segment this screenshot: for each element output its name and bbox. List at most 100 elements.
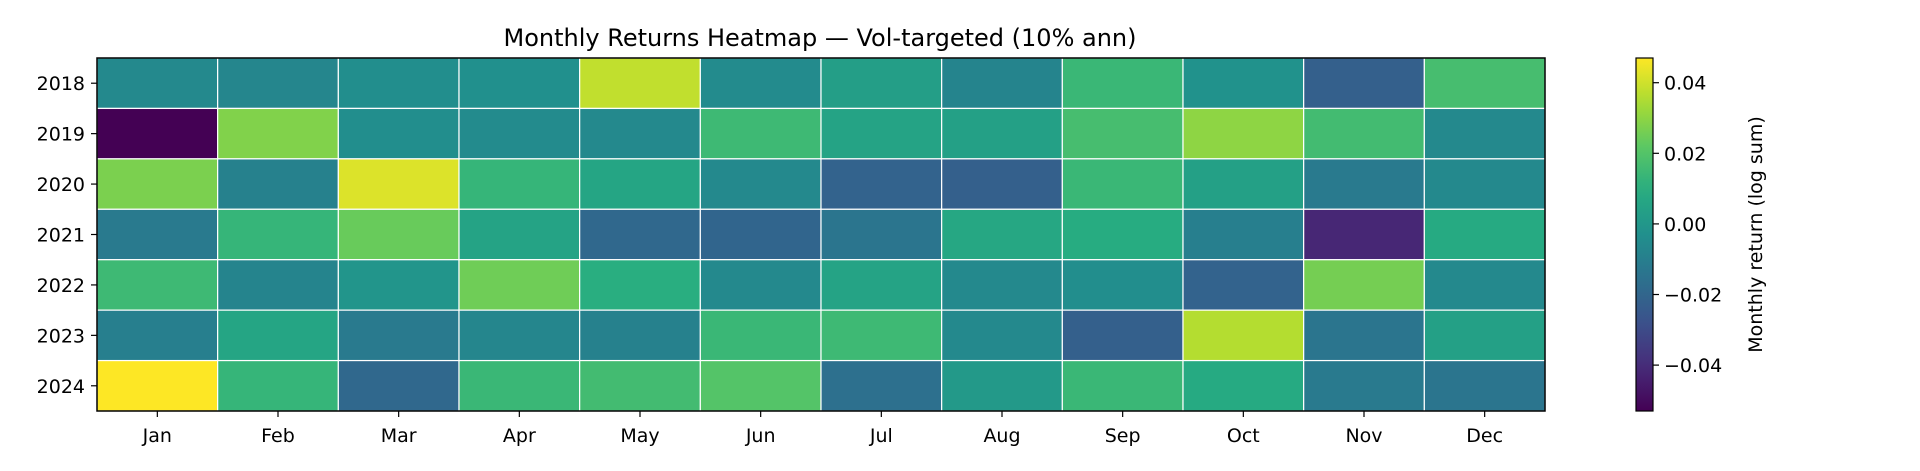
heatmap-cell-2023-oct [1182,309,1305,362]
heatmap-cell-2020-jul [820,158,943,210]
heatmap-cell-2021-may [579,208,701,261]
heatmap-cell-2020-feb [217,158,339,210]
heatmap-cell-2018-jul [820,57,943,110]
heatmap-cell-2021-nov [1303,208,1425,261]
heatmap-cell-2023-nov [1303,309,1425,362]
colorbar-gradient [1635,57,1654,412]
colorbar-tick-label-0: −0.04 [1664,355,1722,377]
y-tick-label-2022: 2022 [37,275,85,297]
heatmap-cell-2024-jan [96,359,219,412]
heatmap-cell-2018-may [579,57,701,110]
heatmap-cell-2020-dec [1423,158,1546,210]
x-tick-label-apr: Apr [503,425,536,447]
x-tick-label-aug: Aug [983,425,1020,447]
heatmap-cell-2022-jul [820,259,943,311]
heatmap-cell-2024-mar [337,359,460,412]
heatmap-cell-2021-dec [1423,208,1546,261]
heatmap-cell-2020-jun [699,158,822,210]
x-tick-label-sep: Sep [1105,425,1141,447]
heatmap-cell-2018-dec [1423,57,1546,110]
x-tick-label-jun: Jun [745,425,776,447]
heatmap-cell-2020-mar [337,158,460,210]
heatmap-cell-2019-apr [458,107,581,160]
heatmap-cell-2024-nov [1303,359,1425,412]
heatmap-cell-2019-jul [820,107,943,160]
heatmap-cell-2018-jan [96,57,219,110]
heatmap-cell-2019-dec [1423,107,1546,160]
heatmap-cell-2023-may [579,309,701,362]
heatmap-cell-2022-feb [217,259,339,311]
colorbar-label: Monthly return (log sum) [1745,116,1767,353]
colorbar-tick-label-2: 0.00 [1664,214,1706,236]
heatmap-cell-2022-mar [337,259,460,311]
heatmap-cell-2019-mar [337,107,460,160]
heatmap-cell-2022-oct [1182,259,1305,311]
heatmap-cell-2020-aug [941,158,1063,210]
heatmap-cell-2021-oct [1182,208,1305,261]
heatmap-cell-2022-may [579,259,701,311]
colorbar: −0.04 −0.02 0.00 0.02 0.04 Monthly return (lo… [1635,57,1767,412]
heatmap-cell-2018-sep [1061,57,1184,110]
y-tick-label-2019: 2019 [37,124,85,146]
colorbar-tick-label-4: 0.04 [1664,73,1706,95]
heatmap-cell-2023-feb [217,309,339,362]
heatmap-cell-2023-mar [337,309,460,362]
x-tick-label-oct: Oct [1227,425,1260,447]
x-tick-label-nov: Nov [1345,425,1382,447]
heatmap-cell-2019-jun [699,107,822,160]
colorbar-tick-label-3: 0.02 [1664,143,1706,165]
heatmap-cell-2020-nov [1303,158,1425,210]
heatmap-cell-2024-oct [1182,359,1305,412]
heatmap-cell-2019-jan [96,107,219,160]
heatmap-cell-2020-jan [96,158,219,210]
heatmap-cell-2021-sep [1061,208,1184,261]
y-tick-label-2023: 2023 [37,325,85,347]
heatmap-cell-2020-apr [458,158,581,210]
heatmap-cell-2021-mar [337,208,460,261]
heatmap-cell-2022-jun [699,259,822,311]
heatmap-cell-2024-dec [1423,359,1546,412]
heatmap-cell-2024-may [579,359,701,412]
heatmap-cell-2023-aug [941,309,1063,362]
heatmap-cell-2024-jun [699,359,822,412]
heatmap-cell-2018-oct [1182,57,1305,110]
heatmap-cell-2021-jul [820,208,943,261]
y-tick-label-2018: 2018 [37,73,85,95]
chart-title: Monthly Returns Heatmap — Vol-targeted (… [504,24,1137,52]
heatmap-cell-2022-jan [96,259,219,311]
heatmap-cell-2022-dec [1423,259,1546,311]
x-tick-label-jan: Jan [142,425,172,447]
heatmap-cell-2022-sep [1061,259,1184,311]
heatmap-cell-2020-sep [1061,158,1184,210]
heatmap-cell-2018-jun [699,57,822,110]
heatmap-cell-2023-sep [1061,309,1184,362]
heatmap-cell-2019-aug [941,107,1063,160]
y-tick-label-2021: 2021 [37,225,85,247]
heatmap-cell-2018-apr [458,57,581,110]
x-tick-label-jul: Jul [869,425,893,447]
heatmap-cells [96,57,1546,412]
x-tick-label-feb: Feb [261,425,295,447]
x-tick-label-dec: Dec [1466,425,1503,447]
heatmap-cell-2024-feb [217,359,339,412]
heatmap-cell-2024-sep [1061,359,1184,412]
heatmap-cell-2018-mar [337,57,460,110]
heatmap-cell-2022-nov [1303,259,1425,311]
heatmap-cell-2018-aug [941,57,1063,110]
heatmap-cell-2023-jan [96,309,219,362]
heatmap-cell-2024-jul [820,359,943,412]
x-tick-label-mar: Mar [381,425,417,447]
heatmap-cell-2021-feb [217,208,339,261]
y-axis: 2018 2019 2020 2021 2022 2023 2024 [37,73,97,398]
heatmap-cell-2023-dec [1423,309,1546,362]
heatmap-cell-2024-aug [941,359,1063,412]
heatmap-cell-2019-nov [1303,107,1425,160]
heatmap-cell-2021-jan [96,208,219,261]
x-axis: Jan Feb Mar Apr May Jun Jul Aug Sep Oct Nov Dec [142,411,1503,447]
heatmap-cell-2018-feb [217,57,339,110]
heatmap-cell-2019-feb [217,107,339,160]
heatmap-cell-2023-apr [458,309,581,362]
heatmap-cell-2019-may [579,107,701,160]
